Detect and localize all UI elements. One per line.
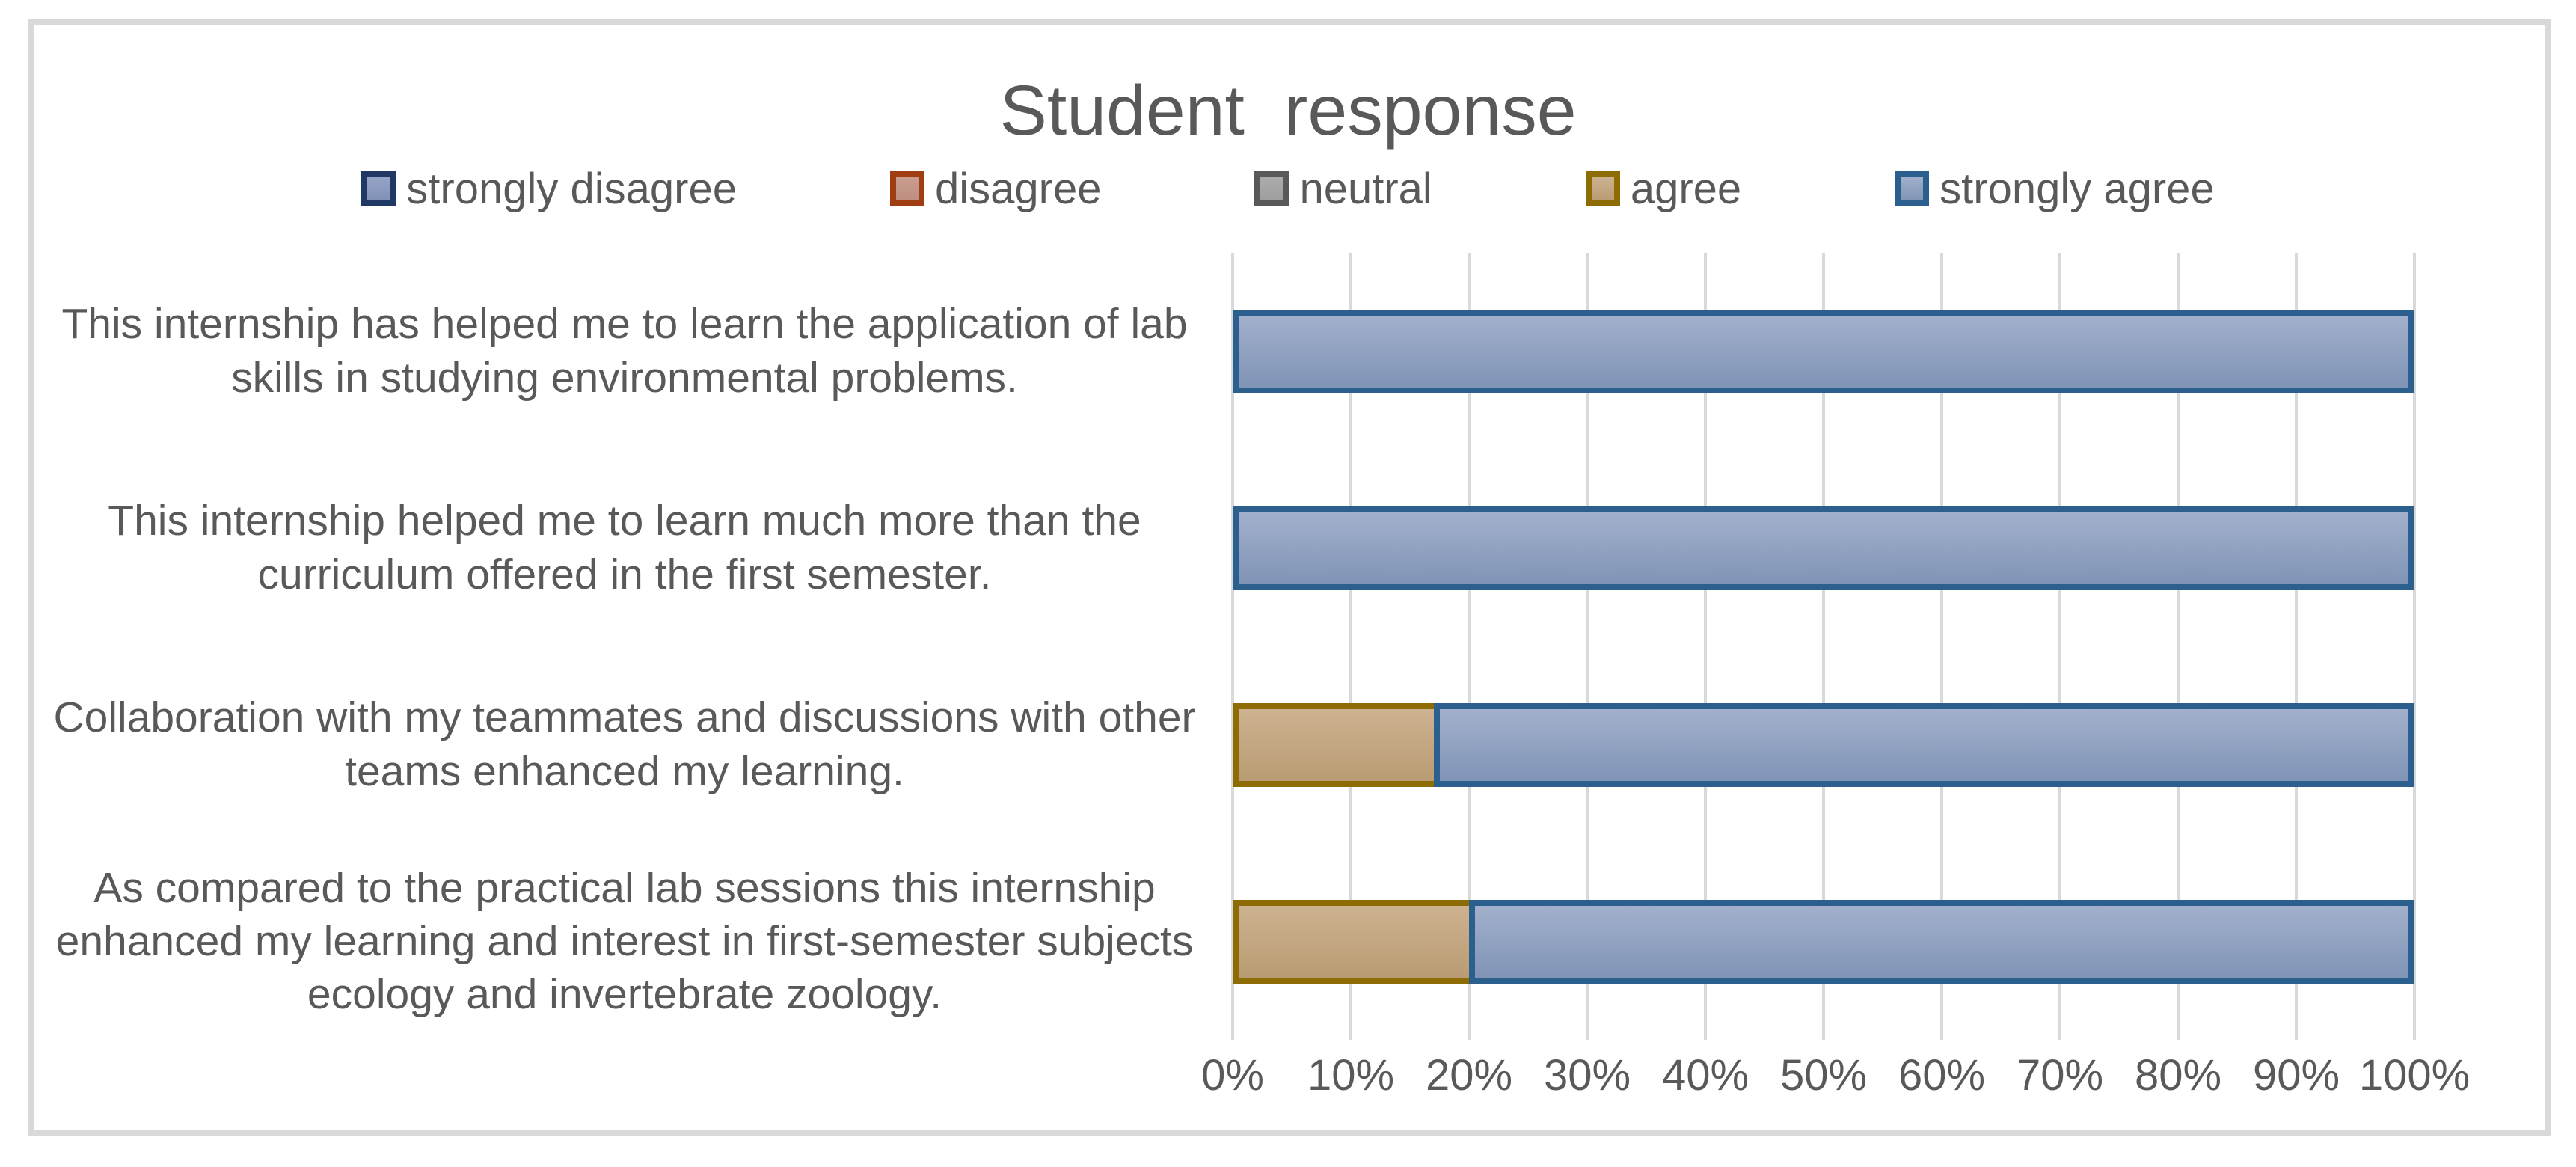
bar-row-4: [1233, 899, 2414, 984]
x-tick-label-90%: 90%: [2252, 1051, 2340, 1100]
bar-segment-strongly-agree: [1433, 702, 2414, 787]
category-label-3: Collaboration with my teammates and disc…: [53, 693, 1196, 795]
legend-item-agree: agree: [1585, 164, 1742, 214]
gridline-80%: [2177, 253, 2180, 1040]
x-axis: 0% 10% 20% 30% 40% 50% 60% 70% 80% 90% 100%: [1201, 1050, 2470, 1110]
category-axis: This internship has helped me to learn t…: [34, 253, 1215, 1040]
gridline-0%: [1231, 253, 1234, 1040]
gridline-20%: [1468, 253, 1471, 1040]
gridline-70%: [2058, 253, 2061, 1040]
gridline-100%: [2413, 253, 2416, 1040]
legend-label-strongly-disagree: strongly disagree: [406, 164, 737, 213]
x-tick-label-70%: 70%: [2016, 1051, 2104, 1100]
legend-item-strongly-disagree: strongly disagree: [361, 164, 737, 214]
bar-segment-strongly-agree: [1233, 506, 2414, 590]
x-tick-label-100%: 100%: [2358, 1051, 2471, 1100]
bar-row-1: [1233, 309, 2414, 393]
x-tick-label-20%: 20%: [1425, 1051, 1513, 1100]
gridline-60%: [1940, 253, 1943, 1040]
bar-segment-agree: [1233, 899, 1469, 984]
gridline-30%: [1586, 253, 1589, 1040]
plot-area: [1231, 253, 2416, 1040]
x-tick-label-30%: 30%: [1543, 1051, 1631, 1100]
category-label-1: This internship has helped me to learn t…: [61, 300, 1188, 402]
bar-segment-strongly-agree: [1233, 309, 2414, 393]
legend-label-strongly-agree: strongly agree: [1939, 164, 2215, 213]
legend-swatch-strongly-disagree-icon: [361, 171, 396, 206]
legend-label-neutral: neutral: [1299, 164, 1432, 213]
category-label-2: This internship helped me to learn much …: [108, 497, 1141, 598]
x-tick-label-50%: 50%: [1779, 1051, 1868, 1100]
legend-label-agree: agree: [1630, 164, 1742, 213]
gridline-90%: [2295, 253, 2298, 1040]
legend-item-disagree: disagree: [889, 164, 1102, 214]
bar-segment-strongly-agree: [1469, 899, 2414, 984]
x-tick-label-40%: 40%: [1661, 1051, 1749, 1100]
legend-swatch-neutral-icon: [1254, 171, 1289, 206]
gridline-50%: [1822, 253, 1825, 1040]
x-tick-label-0%: 0%: [1201, 1051, 1264, 1100]
legend-swatch-agree-icon: [1585, 171, 1620, 206]
legend-swatch-disagree-icon: [889, 171, 924, 206]
category-label-4: As compared to the practical lab session…: [55, 863, 1194, 1019]
legend-label-disagree: disagree: [934, 164, 1102, 213]
bar-row-2: [1233, 506, 2414, 590]
legend-item-strongly-agree: strongly agree: [1895, 164, 2215, 214]
chart-title: Student response: [999, 71, 1577, 150]
gridline-10%: [1349, 253, 1352, 1040]
gridline-40%: [1704, 253, 1707, 1040]
x-tick-label-80%: 80%: [2134, 1051, 2222, 1100]
legend: strongly disagree disagree neutral agree str…: [0, 153, 2576, 224]
x-tick-label-60%: 60%: [1898, 1051, 1986, 1100]
legend-swatch-strongly-agree-icon: [1895, 171, 1930, 206]
bar-segment-agree: [1233, 702, 1434, 787]
x-tick-label-10%: 10%: [1307, 1051, 1395, 1100]
bar-row-3: [1233, 702, 2414, 787]
legend-item-neutral: neutral: [1254, 164, 1432, 214]
